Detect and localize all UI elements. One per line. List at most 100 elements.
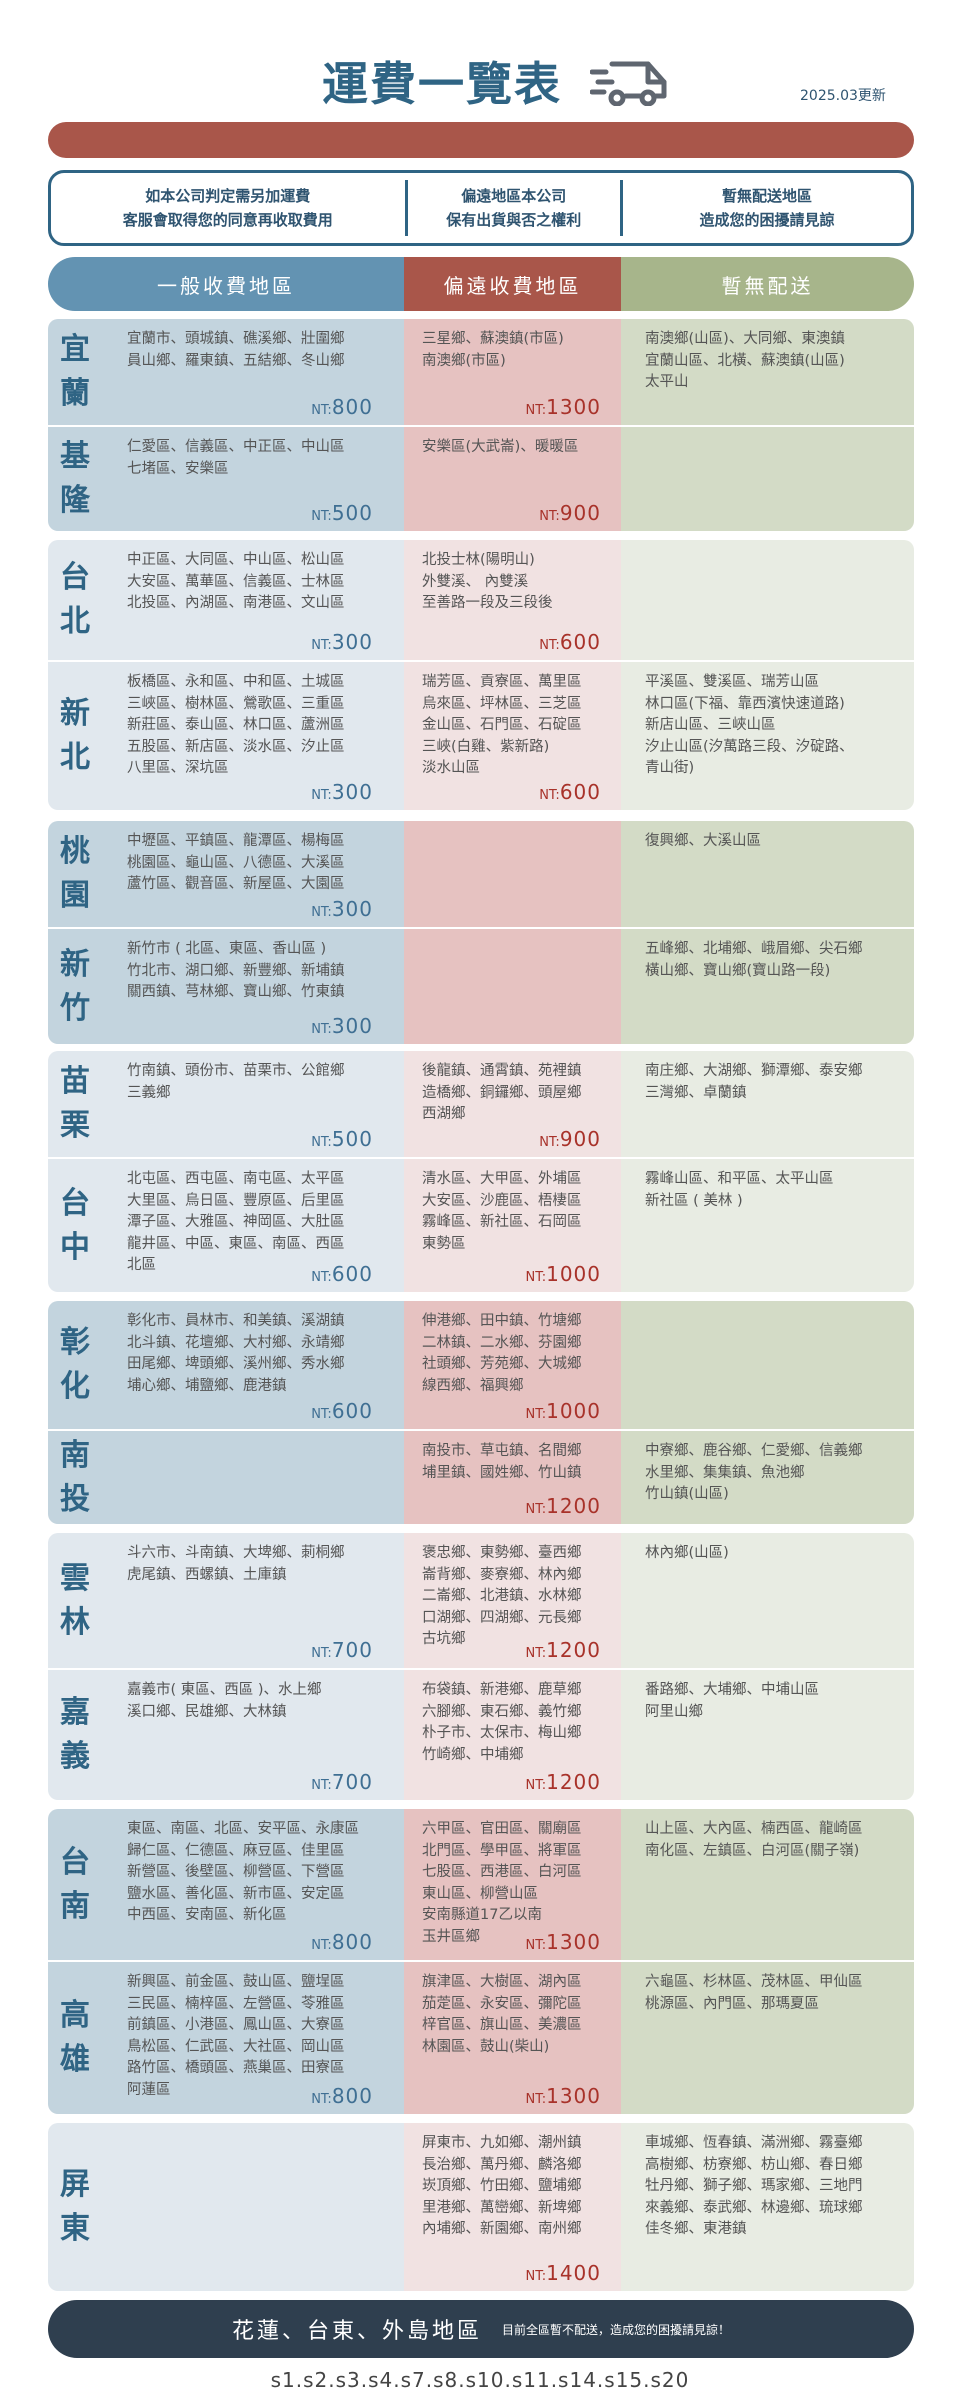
remote-cell — [404, 929, 621, 1044]
area-list: 清水區、大甲區、外埔區 大安區、沙鹿區、梧棲區 霧峰區、新社區、石岡區 東勢區 — [422, 1169, 582, 1255]
price-tag: NT:1200 — [525, 1638, 601, 1662]
area-list: 仁愛區、信義區、中正區、中山區 七堵區、安樂區 — [127, 437, 345, 480]
remote-cell: 清水區、大甲區、外埔區 大安區、沙鹿區、梧棲區 霧峰區、新社區、石岡區 東勢區 NT:1… — [404, 1159, 621, 1292]
no-delivery-cell — [621, 540, 914, 660]
region-char: 高 — [60, 1998, 90, 2033]
price-value: 600 — [331, 1399, 373, 1423]
area-list: 竹南鎮、頭份市、苗栗市、公館鄉 三義鄉 — [127, 1061, 345, 1104]
area-line: 三義鄉 — [127, 1084, 171, 1101]
remote-cell: 伸港鄉、田中鎮、竹塘鄉 二林鎮、二水鄉、芬園鄉 社頭鄉、芳苑鄉、大城鄉 線西鄉、福興鄉… — [404, 1301, 621, 1429]
region-char: 屏 — [60, 2167, 90, 2202]
area-line: 新莊區、泰山區、林口區、蘆洲區 — [127, 717, 345, 733]
area-line: 崙背鄉、麥寮鄉、林內鄉 — [422, 1566, 582, 1583]
price-tag: NT:1000 — [525, 1399, 601, 1423]
area-line: 埔里鎮、國姓鄉、竹山鎮 — [422, 1464, 582, 1481]
price-value: 300 — [331, 897, 373, 921]
region-row: 台北中正區、大同區、中山區、松山區 大安區、萬華區、信義區、士林區 北投區、內湖區、… — [48, 540, 914, 660]
info-remote: 偏遠地區本公司 保有出貨與否之權利 — [408, 173, 621, 243]
region-char: 義 — [60, 1739, 90, 1774]
region-char: 南 — [60, 1888, 90, 1924]
info-line: 偏遠地區本公司 — [461, 187, 567, 205]
area-line: 烏來區、坪林區、三芝區 — [422, 695, 582, 712]
area-line: 北投士林(陽明山) — [422, 552, 535, 568]
area-line: 大安區、萬華區、信義區、士林區 — [127, 573, 345, 590]
area-line: 桃源區、內門區、那瑪夏區 — [645, 1995, 819, 2012]
region-row: 台南東區、南區、北區、安平區、永康區 歸仁區、仁德區、麻豆區、佳里區 新營區、後壁區… — [48, 1809, 914, 1960]
price-tag: NT:1000 — [525, 1262, 601, 1286]
general-cell: 苗栗竹南鎮、頭份市、苗栗市、公館鄉 三義鄉 NT:500 — [48, 1051, 404, 1157]
area-line: 桃園區、龜山區、八德區、大溪區 — [127, 854, 345, 871]
region-char: 投 — [60, 1481, 90, 1517]
footer-note: 目前全區暫不配送，造成您的困擾請見諒！ — [502, 2322, 731, 2337]
price-value: 1300 — [546, 395, 601, 419]
area-list: 山上區、大內區、楠西區、龍崎區 南化區、左鎮區、白河區(關子嶺) — [645, 1819, 863, 1862]
area-list: 北投士林(陽明山) 外雙溪、 內雙溪 至善路一段及三段後 — [422, 550, 553, 615]
price-prefix: NT: — [539, 788, 560, 803]
region-row: 南投 南投市、草屯鎮、名間鄉 埔里鎮、國姓鄉、竹山鎮 NT:1200 中寮鄉、鹿谷鄉、仁… — [48, 1431, 914, 1524]
area-line: 瑞芳區、貢寮區、萬里區 — [422, 674, 582, 690]
area-line: 新營區、後壁區、柳營區、下營區 — [127, 1864, 345, 1880]
region-char: 台 — [60, 1844, 90, 1880]
price-prefix: NT: — [311, 1270, 332, 1285]
area-line: 橫山鄉、寶山鄉(寶山路一段) — [645, 962, 831, 979]
area-line: 中寮鄉、鹿谷鄉、仁愛鄉、信義鄉 — [645, 1443, 863, 1459]
remote-cell: 屏東市、九如鄉、潮州鎮 長治鄉、萬丹鄉、麟洛鄉 崁頂鄉、竹田鄉、鹽埔鄉 里港鄉、萬巒鄉… — [404, 2123, 621, 2291]
area-list: 平溪區、雙溪區、瑞芳山區 林口區(下福、靠西濱快速道路) 新店山區、三峽山區 汐止山區… — [645, 672, 854, 780]
region-name: 新竹 — [60, 943, 90, 1031]
area-list: 中寮鄉、鹿谷鄉、仁愛鄉、信義鄉 水里鄉、集集鎮、魚池鄉 竹山鎮(山區) — [645, 1441, 863, 1506]
remote-cell: 旗津區、大樹區、湖內區 茄萣區、永安區、彌陀區 梓官區、旗山區、美濃區 林園區、鼓山(… — [404, 1962, 621, 2114]
area-list: 北屯區、西屯區、南屯區、太平區 大里區、烏日區、豐原區、后里區 潭子區、大雅區、神岡… — [127, 1169, 345, 1277]
header-remote: 偏遠收費地區 — [404, 257, 621, 311]
price-value: 600 — [559, 630, 601, 654]
area-line: 大里區、烏日區、豐原區、后里區 — [127, 1192, 345, 1209]
region-row: 高雄新興區、前金區、鼓山區、鹽埕區 三民區、楠梓區、左營區、苓雅區 前鎮區、小港區、… — [48, 1962, 914, 2114]
area-list: 斗六市、斗南鎮、大埤鄉、莿桐鄉 虎尾鎮、西螺鎮、土庫鎮 — [127, 1543, 345, 1586]
area-line: 汐止山區(汐萬路三段、汐碇路、 — [645, 738, 854, 755]
region-row: 新北板橋區、永和區、中和區、土城區 三峽區、樹林區、鶯歌區、三重區 新莊區、泰山區、… — [48, 662, 914, 810]
price-tag: NT:300 — [311, 630, 373, 654]
area-line: 梓官區、旗山區、美濃區 — [422, 2017, 582, 2033]
price-prefix: NT: — [311, 1646, 332, 1661]
price-prefix: NT: — [311, 509, 332, 524]
area-list: 旗津區、大樹區、湖內區 茄萣區、永安區、彌陀區 梓官區、旗山區、美濃區 林園區、鼓山(… — [422, 1972, 582, 2058]
area-line: 屏東市、九如鄉、潮州鎮 — [422, 2135, 582, 2151]
no-delivery-cell: 南澳鄉(山區)、大同鄉、東澳鎮 宜蘭山區、北橫、蘇澳鎮(山區) 太平山 — [621, 319, 914, 425]
area-line: 西湖鄉 — [422, 1106, 466, 1122]
region-char: 彰 — [60, 1325, 90, 1360]
info-line: 暫無配送地區 — [722, 187, 813, 205]
no-delivery-cell — [621, 427, 914, 531]
area-line: 古坑鄉 — [422, 1631, 466, 1647]
area-line: 來義鄉、泰武鄉、林邊鄉、琉球鄉 — [645, 2199, 863, 2216]
price-value: 1000 — [546, 1399, 601, 1423]
price-tag: NT:900 — [539, 1127, 601, 1151]
info-line: 客服會取得您的同意再收取費用 — [122, 211, 333, 229]
price-tag: NT:300 — [311, 780, 373, 804]
no-delivery-cell: 番路鄉、大埔鄉、中埔山區 阿里山鄉 — [621, 1670, 914, 1800]
no-delivery-cell: 林內鄉(山區) — [621, 1533, 914, 1668]
area-line: 至善路一段及三段後 — [422, 595, 553, 611]
price-prefix: NT: — [311, 2092, 332, 2107]
area-line: 關西鎮、芎林鄉、寶山鄉、竹東鎮 — [127, 984, 345, 1000]
remote-cell: 北投士林(陽明山) 外雙溪、 內雙溪 至善路一段及三段後 NT:600 — [404, 540, 621, 660]
area-list: 後龍鎮、通霄鎮、苑裡鎮 造橋鄉、銅鑼鄉、頭屋鄉 西湖鄉 — [422, 1061, 582, 1126]
price-value: 1000 — [546, 1262, 601, 1286]
price-tag: NT:800 — [311, 2084, 373, 2108]
price-value: 1200 — [546, 1494, 601, 1518]
area-list: 林內鄉(山區) — [645, 1543, 729, 1565]
area-line: 田尾鄉、埤頭鄉、溪州鄉、秀水鄉 — [127, 1356, 345, 1372]
area-line: 竹南鎮、頭份市、苗栗市、公館鄉 — [127, 1063, 345, 1079]
area-line: 宜蘭山區、北橫、蘇澳鎮(山區) — [645, 352, 845, 369]
area-line: 彰化市、員林市、和美鎮、溪湖鎮 — [127, 1313, 345, 1329]
price-prefix: NT: — [525, 2092, 547, 2107]
region-name: 高雄 — [60, 1994, 90, 2082]
area-line: 水里鄉、集集鎮、魚池鄉 — [645, 1464, 805, 1481]
area-list: 三星鄉、蘇澳鎮(市區) 南澳鄉(市區) — [422, 329, 564, 372]
area-line: 阿蓮區 — [127, 2081, 171, 2098]
area-list: 車城鄉、恆春鎮、滿洲鄉、霧臺鄉 高樹鄉、枋寮鄉、枋山鄉、春日鄉 牡丹鄉、獅子鄉、瑪家… — [645, 2133, 863, 2241]
remote-cell: 南投市、草屯鎮、名間鄉 埔里鎮、國姓鄉、竹山鎮 NT:1200 — [404, 1431, 621, 1524]
area-line: 高樹鄉、枋寮鄉、枋山鄉、春日鄉 — [645, 2156, 863, 2173]
region-row: 宜蘭宜蘭市、頭城鎮、礁溪鄉、壯圍鄉 員山鄉、羅東鎮、五結鄉、冬山鄉 NT:800 三星… — [48, 319, 914, 425]
area-line: 山上區、大內區、楠西區、龍崎區 — [645, 1821, 863, 1837]
area-line: 霧峰山區、和平區、太平山區 — [645, 1171, 834, 1187]
area-line: 大安區、沙鹿區、梧棲區 — [422, 1192, 582, 1209]
